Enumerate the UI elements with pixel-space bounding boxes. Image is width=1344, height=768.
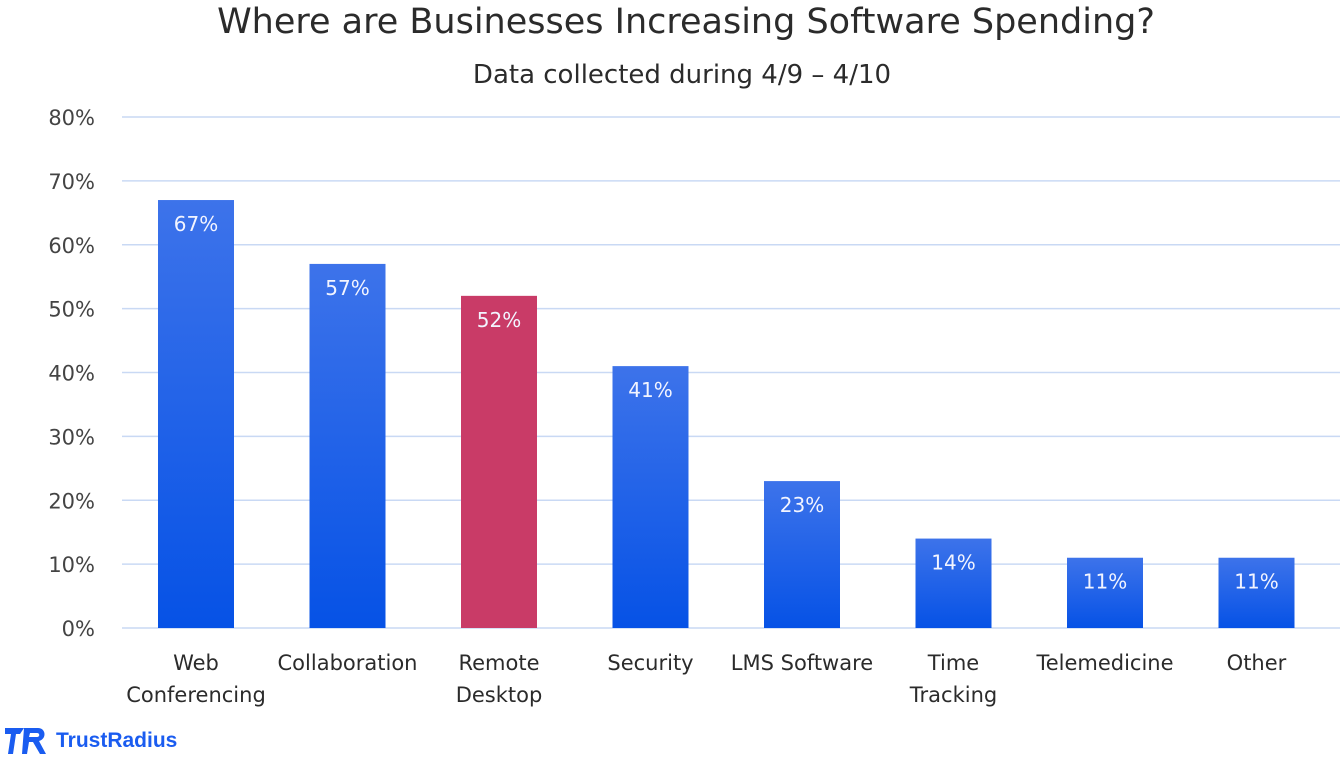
data-label: 14%	[931, 551, 975, 575]
x-tick-label: Remote	[458, 651, 539, 675]
bar	[1067, 557, 1143, 628]
y-tick-label: 40%	[48, 362, 95, 386]
y-tick-label: 0%	[62, 617, 95, 641]
x-tick-label: Collaboration	[278, 651, 418, 675]
trustradius-logo-text: TrustRadius	[56, 729, 178, 752]
y-tick-label: 80%	[48, 106, 95, 130]
x-tick-label: LMS Software	[731, 651, 873, 675]
data-label: 11%	[1234, 570, 1278, 594]
x-tick-label: Conferencing	[126, 683, 266, 707]
bar	[915, 538, 992, 628]
x-tick-label: Tracking	[909, 683, 997, 707]
y-tick-label: 60%	[48, 234, 95, 258]
x-tick-label: Security	[607, 651, 693, 675]
data-label: 52%	[477, 308, 521, 332]
data-label: 11%	[1083, 570, 1127, 594]
y-tick-label: 20%	[48, 489, 95, 513]
y-tick-label: 50%	[48, 298, 95, 322]
trustradius-logo: TrustRadius	[4, 726, 177, 756]
bar	[158, 200, 234, 628]
chart-subtitle: Data collected during 4/9 – 4/10	[472, 60, 892, 90]
x-tick-label: Web	[173, 651, 219, 675]
data-label: 57%	[325, 276, 369, 300]
bar	[309, 263, 386, 628]
y-tick-label: 70%	[48, 170, 95, 194]
y-tick-label: 30%	[48, 425, 95, 449]
data-label: 41%	[628, 378, 672, 402]
chart-title: Where are Businesses Increasing Software…	[217, 2, 1155, 42]
x-tick-label: Desktop	[456, 683, 543, 707]
data-label: 23%	[780, 493, 824, 517]
x-tick-label: Time	[927, 651, 979, 675]
bar	[764, 481, 840, 628]
data-label: 67%	[174, 212, 218, 236]
x-tick-label: Telemedicine	[1035, 651, 1173, 675]
bar	[612, 366, 689, 628]
bar	[461, 295, 537, 628]
trustradius-logo-icon	[5, 728, 46, 754]
y-tick-label: 10%	[48, 553, 95, 577]
bar	[1218, 557, 1295, 628]
x-tick-label: Other	[1227, 651, 1287, 675]
